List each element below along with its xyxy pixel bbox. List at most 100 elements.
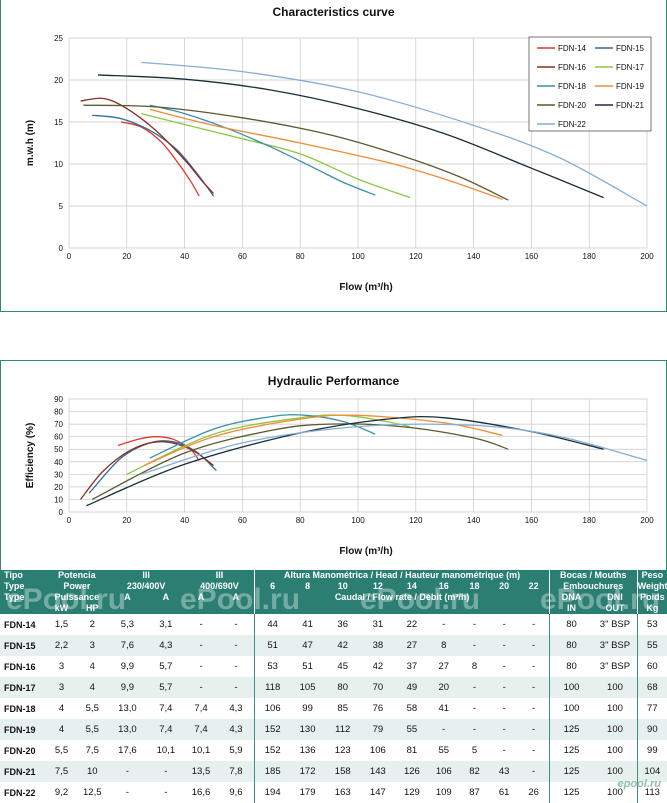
table-cell: 37 bbox=[395, 656, 429, 677]
table-cell: 80 bbox=[548, 635, 594, 656]
model-cell: FDN-19 bbox=[0, 719, 47, 740]
th-hp: HP bbox=[76, 603, 108, 614]
spec-table-header: Tipo Potencia III III Altura Manométrica… bbox=[0, 570, 667, 614]
y-tick-label: 0 bbox=[59, 244, 64, 253]
table-cell: 26 bbox=[518, 782, 550, 803]
table-cell: 7,6 bbox=[107, 635, 148, 656]
series-line-fdn-20 bbox=[83, 104, 509, 201]
table-cell: 172 bbox=[290, 761, 326, 782]
table-cell: 125 bbox=[548, 782, 594, 803]
legend-box bbox=[528, 36, 652, 132]
th-potencia: Potencia bbox=[46, 570, 108, 581]
table-cell: 129 bbox=[395, 782, 429, 803]
table-cell: - bbox=[489, 614, 519, 635]
th-flow-8: 8 bbox=[290, 581, 326, 592]
series-line-fdn-19 bbox=[143, 414, 503, 467]
table-cell: 4 bbox=[76, 656, 108, 677]
table-cell: 80 bbox=[548, 656, 594, 677]
table-cell: 38 bbox=[360, 635, 396, 656]
table-cell: 10,1 bbox=[184, 740, 218, 761]
y-tick-label: 10 bbox=[54, 160, 63, 169]
table-cell: 9,9 bbox=[107, 656, 148, 677]
table-cell: 42 bbox=[325, 635, 361, 656]
table-cell: 106 bbox=[428, 761, 460, 782]
table-cell: 13,5 bbox=[184, 761, 218, 782]
table-cell: 100 bbox=[593, 719, 638, 740]
table-cell: 3" BSP bbox=[593, 656, 638, 677]
th-iii-1: III bbox=[107, 570, 185, 581]
table-cell: - bbox=[184, 635, 218, 656]
table-cell: 125 bbox=[548, 761, 594, 782]
table-cell: 53 bbox=[254, 656, 290, 677]
table-cell: 99 bbox=[636, 740, 667, 761]
table-row: FDN-21 7,5 10- -13,5 7,8 185 172 158 143 126 106 82… bbox=[0, 761, 667, 782]
th-kw: kW bbox=[46, 603, 77, 614]
table-cell: - bbox=[489, 677, 519, 698]
table-cell: 58 bbox=[395, 698, 429, 719]
table-cell: 27 bbox=[428, 656, 460, 677]
table-cell: 90 bbox=[636, 719, 667, 740]
corner-watermark: epool.ru bbox=[617, 778, 661, 790]
table-cell: 118 bbox=[254, 677, 290, 698]
th-flow-22: 22 bbox=[518, 581, 550, 592]
th-embouchures: Embouchures bbox=[548, 581, 638, 592]
x-tick-label: 40 bbox=[180, 252, 189, 261]
x-tick-label: 180 bbox=[583, 252, 597, 261]
table-row: FDN-20 5,5 7,5 17,6 10,1 10,1 5,9 152 136 123 106 8… bbox=[0, 740, 667, 761]
table-cell: 12,5 bbox=[76, 782, 108, 803]
legend-label: FDN-19 bbox=[616, 82, 645, 91]
table-cell: 79 bbox=[360, 719, 396, 740]
table-cell: - bbox=[489, 635, 519, 656]
table-cell: 106 bbox=[360, 740, 396, 761]
x-tick-label: 60 bbox=[238, 516, 247, 525]
x-tick-label: 200 bbox=[640, 252, 654, 261]
table-cell: 51 bbox=[254, 635, 290, 656]
table-cell: 7,5 bbox=[76, 740, 108, 761]
table-cell: 41 bbox=[428, 698, 460, 719]
y-tick-label: 70 bbox=[54, 420, 63, 429]
table-cell: 5,3 bbox=[107, 614, 148, 635]
table-cell: - bbox=[518, 635, 550, 656]
table-cell: 10 bbox=[76, 761, 108, 782]
table-cell: - bbox=[217, 656, 255, 677]
y-axis-label: m.w.h (m) bbox=[25, 120, 36, 166]
table-cell: 8 bbox=[459, 656, 490, 677]
model-cell: FDN-14 bbox=[0, 614, 47, 635]
table-cell: - bbox=[518, 677, 550, 698]
th-caudal: Caudal / Flow rate / Débit (m³/h) bbox=[254, 592, 550, 603]
table-cell: 7,5 bbox=[46, 761, 77, 782]
table-cell: 7,8 bbox=[217, 761, 255, 782]
table-cell: 105 bbox=[290, 677, 326, 698]
series-line-fdn-17 bbox=[141, 112, 411, 199]
table-cell: 4,3 bbox=[217, 698, 255, 719]
table-cell: 5,7 bbox=[147, 656, 185, 677]
th-out: OUT bbox=[593, 603, 638, 614]
table-cell: 163 bbox=[325, 782, 361, 803]
th-flow-14: 14 bbox=[395, 581, 429, 592]
model-cell: FDN-15 bbox=[0, 635, 47, 656]
table-row: FDN-22 9,2 12,5- -16,6 9,6 194 179 163 147 129 109… bbox=[0, 782, 667, 803]
table-cell: 70 bbox=[360, 677, 396, 698]
table-cell: 100 bbox=[593, 698, 638, 719]
series-line-fdn-19 bbox=[149, 108, 503, 200]
x-tick-label: 20 bbox=[122, 252, 131, 261]
th-volt-400: 400/690V bbox=[184, 581, 255, 592]
table-cell: 55 bbox=[428, 740, 460, 761]
table-cell: 87 bbox=[459, 782, 490, 803]
table-row: FDN-16 3 4 9,9 5,7- -53 51 45 42 37 27 8- -80 3" BSP 6… bbox=[0, 656, 667, 677]
table-cell: 4 bbox=[46, 698, 77, 719]
y-tick-label: 60 bbox=[54, 433, 63, 442]
series-line-fdn-14 bbox=[120, 121, 200, 197]
table-cell: 42 bbox=[360, 656, 396, 677]
table-cell: 85 bbox=[325, 698, 361, 719]
table-cell: 143 bbox=[360, 761, 396, 782]
th-bocas: Bocas / Mouths bbox=[548, 570, 638, 581]
th-flow-16: 16 bbox=[428, 581, 460, 592]
table-cell: 22 bbox=[395, 614, 429, 635]
table-cell: - bbox=[459, 719, 490, 740]
x-tick-label: 180 bbox=[583, 516, 597, 525]
table-cell: 7,4 bbox=[184, 698, 218, 719]
th-volt-230: 230/400V bbox=[107, 581, 185, 592]
x-tick-label: 80 bbox=[296, 516, 305, 525]
table-cell: 125 bbox=[548, 719, 594, 740]
